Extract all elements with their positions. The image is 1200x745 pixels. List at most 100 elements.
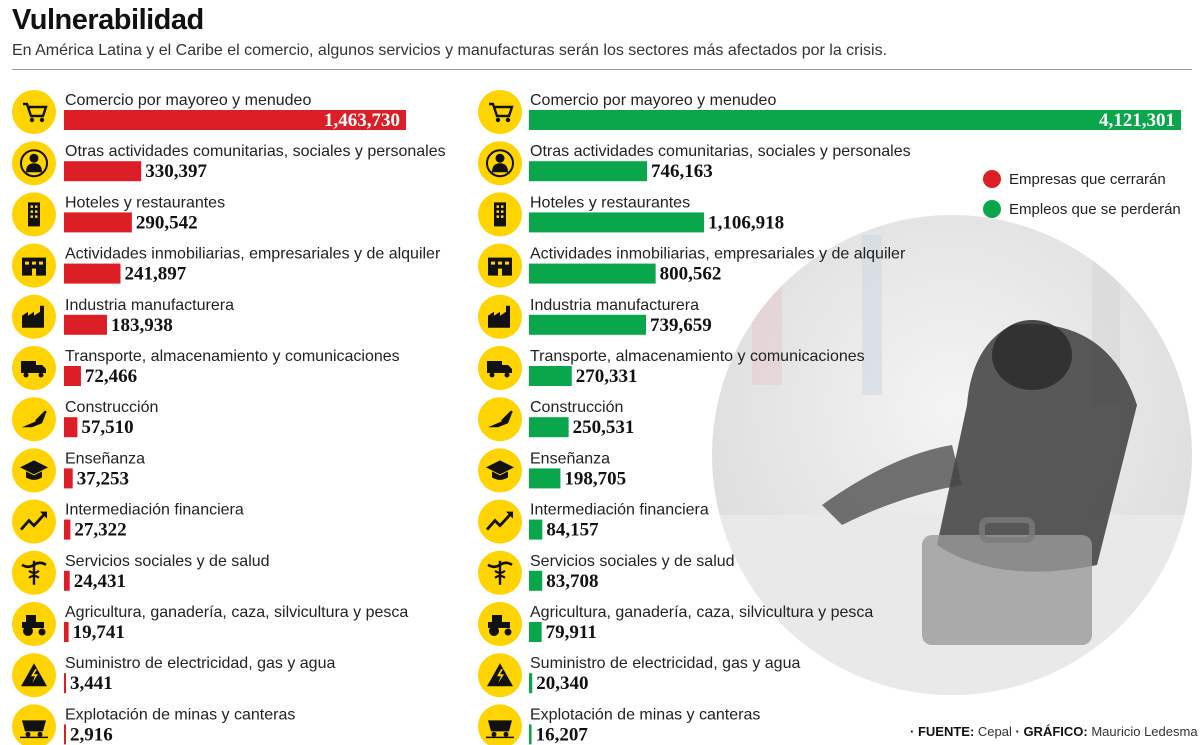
category-label: Industria manufacturera: [65, 297, 234, 314]
office-icon: [478, 243, 522, 288]
category-label: Transporte, almacenamiento y comunicacio…: [65, 348, 400, 365]
legend: Empresas que cerrarán Empleos que se per…: [983, 164, 1181, 224]
bar-value-label: 27,322: [74, 520, 126, 541]
bar: [529, 314, 647, 335]
source-credit: · FUENTE: Cepal · GRÁFICO: Mauricio Lede…: [910, 724, 1198, 739]
truck-icon: [478, 346, 522, 390]
category-label: Hoteles y restaurantes: [65, 194, 225, 211]
bar-value-label: 37,253: [77, 468, 129, 489]
lightning-icon: [478, 653, 522, 698]
category-label: Construcción: [530, 399, 623, 416]
building-icon: [12, 192, 56, 237]
bar-value-label: 83,708: [546, 571, 598, 592]
trowel-icon: [12, 397, 56, 442]
mine-cart-icon: [12, 704, 56, 745]
bar-value-label: 270,331: [576, 366, 638, 387]
bar-value-label: 1,463,730: [324, 110, 400, 131]
category-label: Servicios sociales y de salud: [65, 553, 270, 570]
person-icon: [12, 141, 56, 186]
bar: [529, 519, 543, 540]
bar: [64, 366, 81, 386]
bar: [529, 417, 569, 438]
bar-value-label: 241,897: [125, 264, 187, 285]
category-label: Agricultura, ganadería, caza, silvicultu…: [65, 604, 408, 621]
bar: [64, 263, 121, 284]
bar: [529, 110, 1181, 130]
caduceus-icon: [478, 550, 522, 595]
tractor-icon: [478, 602, 522, 646]
businessman-photo-illustration: [712, 215, 1192, 695]
category-label: Enseñanza: [530, 450, 610, 467]
category-label: Comercio por mayoreo y menudeo: [530, 92, 776, 109]
bar-value-label: 24,431: [74, 571, 126, 592]
bar-value-label: 290,542: [136, 212, 198, 233]
category-label: Explotación de minas y canteras: [530, 706, 760, 723]
bar-value-label: 16,207: [536, 724, 589, 745]
bar-value-label: 72,466: [85, 366, 137, 387]
cart-icon: [478, 90, 522, 134]
bar-value-label: 4,121,301: [1099, 110, 1175, 131]
source-grafico-label: · GRÁFICO:: [1015, 724, 1088, 739]
trend-up-icon: [12, 499, 56, 544]
factory-icon: [478, 294, 522, 339]
bar-value-label: 2,916: [70, 724, 113, 745]
category-label: Suministro de electricidad, gas y agua: [65, 655, 335, 672]
bar: [64, 468, 73, 489]
truck-icon: [12, 346, 56, 390]
bar: [529, 161, 648, 182]
bar: [64, 110, 406, 130]
category-label: Construcción: [65, 399, 158, 416]
bar: [64, 161, 142, 182]
source-fuente-label: · FUENTE:: [910, 724, 975, 739]
page-title: Vulnerabilidad: [12, 4, 204, 36]
category-label: Otras actividades comunitarias, sociales…: [65, 143, 446, 160]
bar: [64, 314, 107, 335]
bar: [64, 570, 70, 591]
bar: [529, 366, 572, 386]
chart-empresas: Comercio por mayoreo y menudeo 1,463,730 O…: [64, 92, 446, 745]
bar: [64, 673, 66, 694]
bar: [529, 724, 532, 745]
legend-dot-green: [983, 200, 1001, 218]
building-icon: [478, 192, 522, 237]
caduceus-icon: [12, 550, 56, 595]
bar: [64, 212, 132, 233]
bar: [529, 673, 533, 694]
lightning-icon: [12, 653, 56, 698]
bar: [529, 263, 656, 284]
office-icon: [12, 243, 56, 288]
trowel-icon: [478, 397, 522, 442]
bar-value-label: 20,340: [536, 673, 588, 694]
bar-value-label: 250,531: [573, 417, 635, 438]
category-label: Actividades inmobiliarias, empresariales…: [65, 246, 441, 263]
bar-value-label: 19,741: [73, 622, 125, 643]
category-label: Transporte, almacenamiento y comunicacio…: [530, 348, 865, 365]
legend-dot-red: [983, 170, 1001, 188]
header-divider: [12, 69, 1192, 70]
category-label: Servicios sociales y de salud: [530, 553, 735, 570]
page-subtitle: En América Latina y el Caribe el comerci…: [12, 42, 888, 59]
category-label: Actividades inmobiliarias, empresariales…: [530, 246, 906, 263]
cart-icon: [12, 90, 56, 134]
bar: [64, 417, 78, 438]
category-label: Intermediación financiera: [530, 502, 709, 519]
bar: [64, 724, 66, 745]
tractor-icon: [12, 602, 56, 646]
bar-value-label: 84,157: [546, 520, 599, 541]
legend-item-empleos: Empleos que se perderán: [983, 194, 1181, 224]
source-grafico-value: Mauricio Ledesma: [1091, 724, 1198, 739]
category-label: Intermediación financiera: [65, 502, 244, 519]
bar-value-label: 79,911: [546, 622, 597, 643]
person-icon: [478, 141, 522, 186]
bar-value-label: 739,659: [650, 315, 712, 336]
bar-value-label: 1,106,918: [708, 212, 784, 233]
bar-value-label: 3,441: [70, 673, 113, 694]
graduation-cap-icon: [478, 448, 522, 493]
legend-label-empresas: Empresas que cerrarán: [1009, 170, 1166, 188]
category-label: Enseñanza: [65, 450, 145, 467]
bar-value-label: 198,705: [564, 468, 626, 489]
category-label: Agricultura, ganadería, caza, silvicultu…: [530, 604, 873, 621]
category-label: Explotación de minas y canteras: [65, 706, 295, 723]
legend-item-empresas: Empresas que cerrarán: [983, 164, 1181, 194]
